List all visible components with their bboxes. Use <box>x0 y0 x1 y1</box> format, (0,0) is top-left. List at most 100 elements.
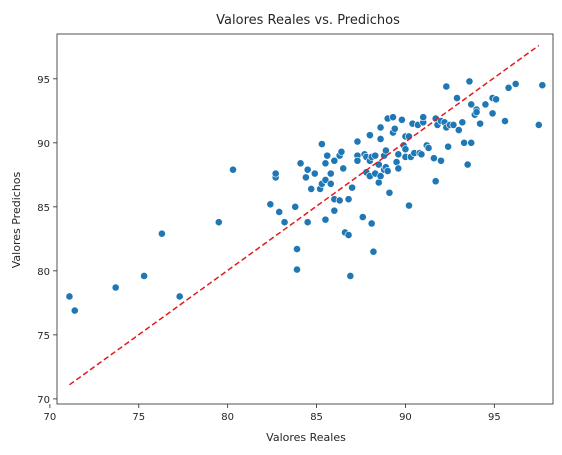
data-point <box>321 159 330 168</box>
data-point <box>323 151 332 160</box>
data-point <box>307 185 316 193</box>
data-point <box>444 142 453 151</box>
data-point <box>321 176 330 184</box>
data-point <box>326 169 335 178</box>
y-tick-label: 80 <box>37 267 50 278</box>
data-point <box>463 160 472 169</box>
data-point <box>511 80 520 88</box>
data-point <box>476 119 485 128</box>
data-point <box>371 151 380 160</box>
data-point <box>429 154 438 163</box>
data-point <box>266 200 275 209</box>
data-point <box>330 156 339 165</box>
data-point <box>390 124 399 133</box>
data-point <box>296 159 305 168</box>
data-point <box>397 115 406 124</box>
x-tick-label: 80 <box>221 412 234 423</box>
data-point <box>369 247 378 256</box>
data-point <box>442 82 451 91</box>
data-point <box>291 202 300 211</box>
data-point <box>405 201 413 210</box>
y-tick-label: 70 <box>37 395 50 406</box>
data-point <box>431 177 440 186</box>
plot-area: 70 75 80 85 90 95 70 75 80 85 90 95 <box>37 33 554 423</box>
y-tick-label: 85 <box>37 203 50 214</box>
data-point <box>449 120 458 129</box>
data-point <box>353 156 362 165</box>
data-point <box>465 77 474 86</box>
data-point <box>310 169 319 178</box>
data-point <box>401 145 410 154</box>
data-point <box>326 179 335 188</box>
data-point <box>175 292 184 301</box>
data-point <box>348 183 357 192</box>
data-point <box>389 113 397 122</box>
data-point <box>419 113 428 122</box>
x-tick-label: 90 <box>399 412 412 423</box>
data-point <box>339 164 348 173</box>
data-point <box>358 213 367 221</box>
data-point <box>534 120 543 129</box>
data-point <box>330 206 339 215</box>
data-point <box>303 165 312 174</box>
data-point <box>365 131 374 140</box>
data-point <box>214 218 223 227</box>
data-point <box>501 117 509 125</box>
data-point <box>293 265 301 274</box>
data-point <box>317 140 326 149</box>
data-point <box>157 229 166 238</box>
x-tick-label: 85 <box>310 412 323 423</box>
data-point <box>453 94 461 102</box>
data-point <box>293 245 301 253</box>
data-point <box>337 147 346 156</box>
data-point <box>394 164 403 173</box>
data-point <box>376 172 385 181</box>
data-point <box>70 306 79 315</box>
data-point <box>280 218 289 227</box>
data-point <box>488 109 497 118</box>
data-point <box>275 208 284 216</box>
data-point <box>301 173 310 182</box>
x-tick-label: 95 <box>488 412 501 423</box>
data-point <box>460 138 469 147</box>
y-tick-label: 95 <box>37 75 50 86</box>
data-point <box>385 188 394 197</box>
data-point <box>492 95 501 104</box>
data-point <box>454 126 463 134</box>
reference-line <box>69 44 540 386</box>
y-tick-label: 75 <box>37 331 50 342</box>
data-point <box>381 146 390 155</box>
axes-frame <box>56 33 554 405</box>
data-point <box>437 156 445 165</box>
data-point <box>504 83 513 92</box>
chart-title: Valores Reales vs. Predichos <box>216 13 400 28</box>
data-point <box>111 283 120 292</box>
data-point <box>467 100 476 109</box>
data-point <box>367 219 376 228</box>
data-point <box>458 118 467 127</box>
data-point <box>417 150 426 159</box>
data-point <box>383 167 392 175</box>
data-point <box>335 196 344 205</box>
x-tick-label: 75 <box>132 412 145 423</box>
data-point <box>321 215 330 224</box>
data-point <box>344 195 353 204</box>
data-point <box>394 150 403 159</box>
y-tick-label: 90 <box>37 139 50 150</box>
data-point <box>374 178 383 187</box>
data-point <box>376 135 385 143</box>
data-point <box>229 165 237 174</box>
data-point <box>538 81 547 90</box>
data-point <box>344 231 353 239</box>
data-point <box>140 272 149 280</box>
data-point <box>65 292 74 301</box>
data-point <box>346 272 355 280</box>
y-axis-label: Valores Predichos <box>10 171 23 268</box>
data-point <box>481 100 490 109</box>
x-axis-label: Valores Reales <box>266 431 346 444</box>
data-point <box>392 158 401 166</box>
data-point <box>467 138 476 147</box>
data-point <box>472 108 481 116</box>
data-point <box>271 169 280 178</box>
